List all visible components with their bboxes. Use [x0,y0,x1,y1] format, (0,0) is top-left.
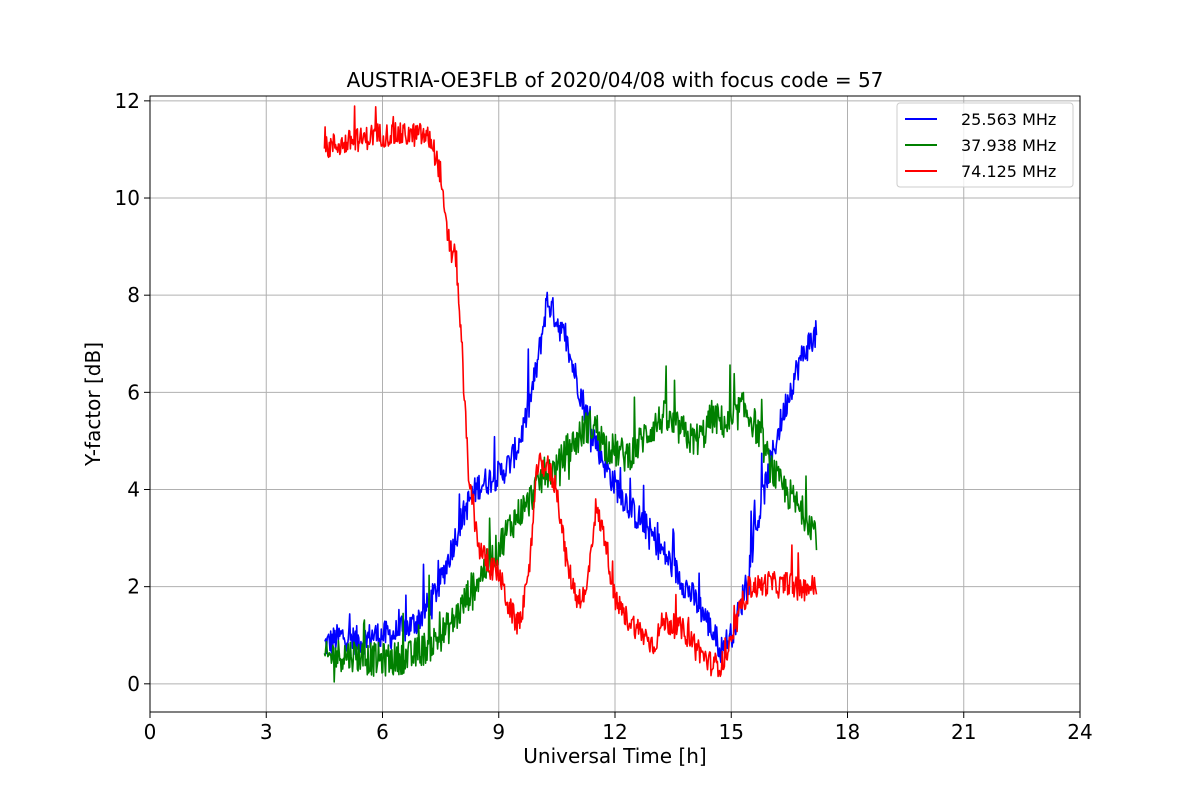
x-tick-label: 24 [1067,720,1092,744]
x-tick-label: 9 [492,720,505,744]
x-tick-label: 6 [376,720,389,744]
y-axis-label: Y-factor [dB] [81,342,105,467]
x-tick-label: 0 [144,720,157,744]
series-line-2 [323,364,818,683]
x-tick-label: 21 [951,720,976,744]
y-tick-label: 0 [127,672,140,696]
chart-title: AUSTRIA-OE3FLB of 2020/04/08 with focus … [347,68,884,92]
legend-box [896,102,1074,188]
y-tick-label: 10 [115,186,140,210]
x-tick-label: 15 [719,720,744,744]
x-tick-label: 18 [835,720,860,744]
y-tick-label: 2 [127,575,140,599]
y-tick-label: 4 [127,478,140,502]
legend: 25.563 MHz 37.938 MHz 74.125 MHz [896,102,1074,188]
x-tick-label: 3 [260,720,273,744]
y-tick-label: 12 [115,89,140,113]
series-line-3 [323,105,818,678]
legend-label: 74.125 MHz [961,162,1056,181]
y-tick-label: 6 [127,380,140,404]
y-tick-label: 8 [127,283,140,307]
x-axis-label: Universal Time [h] [523,744,706,768]
x-tick-label: 12 [602,720,627,744]
legend-label: 25.563 MHz [961,110,1056,129]
series-lines [323,105,818,683]
legend-label: 37.938 MHz [961,136,1056,155]
